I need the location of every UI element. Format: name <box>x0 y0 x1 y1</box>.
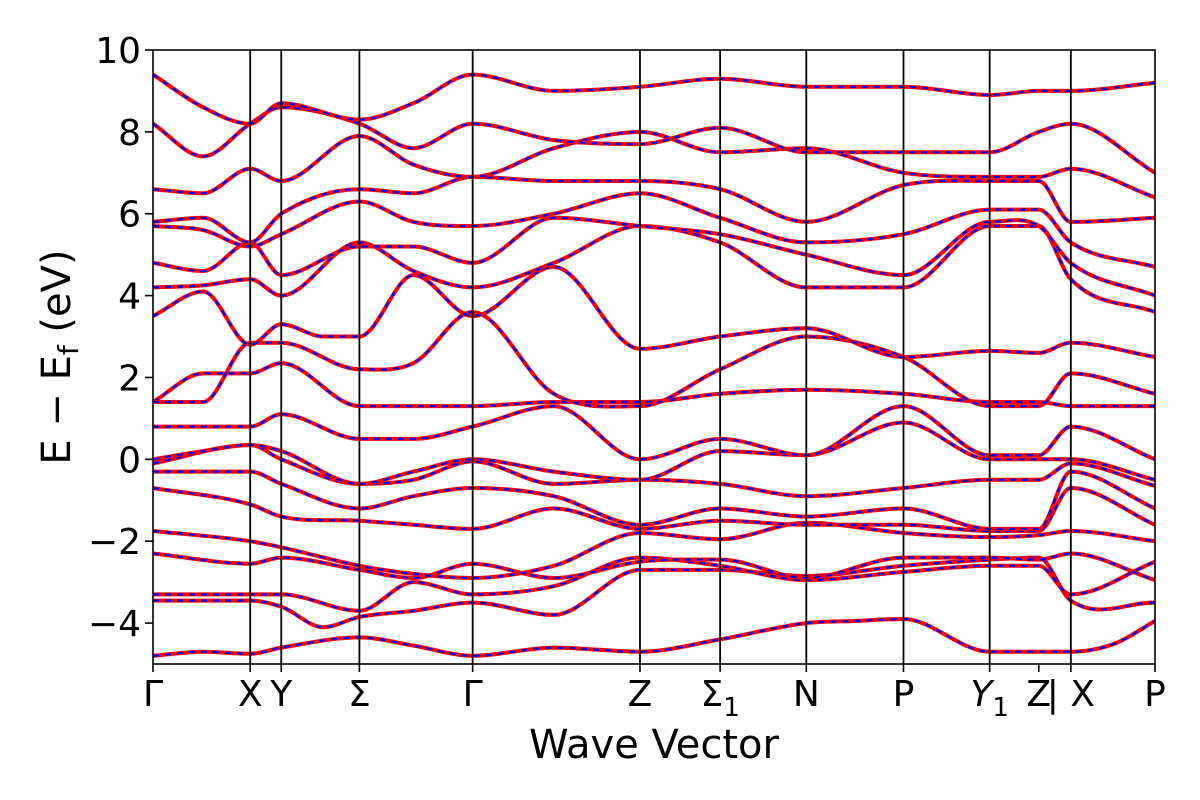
y-tick-label: −4 <box>88 604 141 645</box>
x-tick-label-main: Σ <box>700 674 723 715</box>
x-tick-label: N <box>793 674 820 715</box>
x-tick-label: Z <box>628 674 653 715</box>
x-tick-label-main: Γ <box>143 674 163 715</box>
x-tick-label: P <box>1144 674 1166 715</box>
y-tick-label: 6 <box>118 195 141 236</box>
band-lines <box>153 72 1155 658</box>
y-tick-label: 4 <box>118 277 141 318</box>
band-15-dashed <box>153 216 1155 297</box>
band-2-dashed <box>153 556 1155 629</box>
x-tick-label-subscript: 1 <box>723 693 740 723</box>
band-11-dashed <box>153 361 1155 408</box>
y-axis-title-unit: (eV) <box>34 249 80 345</box>
x-tick-label-main: Σ <box>348 674 371 715</box>
x-tick-label: X <box>238 674 263 715</box>
y-axis-ticks: −4 −2 0 2 4 6 8 10 <box>88 31 153 645</box>
x-tick-label-main: N <box>793 674 820 715</box>
band-14-dashed <box>153 224 1155 314</box>
band-13-dashed <box>153 265 1155 359</box>
x-tick-label: Σ <box>348 674 371 715</box>
plot-frame <box>152 49 1156 665</box>
x-tick-label-main: Y <box>970 674 995 715</box>
y-tick-label: −2 <box>88 522 141 563</box>
band-16-dashed <box>153 192 1155 268</box>
x-tick-label-main: P <box>893 674 915 715</box>
y-axis-title-main: E − E <box>34 355 80 465</box>
y-axis-title-subscript: f <box>52 344 85 355</box>
band-18-dashed <box>153 130 1155 199</box>
y-tick-label: 0 <box>118 440 141 481</box>
band-6-dashed <box>153 486 1155 533</box>
x-tick-label: Γ <box>143 674 163 715</box>
band-12-dashed <box>153 310 1155 408</box>
x-tick-label: Y <box>269 674 293 715</box>
x-tick-label: | X <box>1047 674 1095 715</box>
y-axis-title: E − Ef (eV) <box>34 249 85 464</box>
band-10-solid <box>153 404 1155 462</box>
x-tick-label: Σ1 <box>700 674 739 723</box>
x-tick-label-main: Z <box>628 674 653 715</box>
band-1-dashed <box>153 617 1155 657</box>
x-tick-label-main: X <box>238 674 263 715</box>
y-tick-label: 2 <box>118 358 141 399</box>
x-tick-label: Γ <box>463 674 483 715</box>
x-tick-label-main: P <box>1144 674 1166 715</box>
band-4-dashed <box>153 552 1155 582</box>
x-tick-label: Y1 <box>970 674 1009 723</box>
x-tick-label-main: Z <box>1026 674 1051 715</box>
x-tick-label-subscript: 1 <box>992 693 1009 723</box>
x-tick-label-main: Γ <box>463 674 483 715</box>
x-tick-label: P <box>893 674 915 715</box>
band-5-dashed <box>153 521 1155 580</box>
y-tick-label: 8 <box>118 113 141 154</box>
band-7-dashed <box>153 470 1155 531</box>
x-tick-label: Z <box>1026 674 1051 715</box>
band-9-dashed <box>153 421 1155 486</box>
band-20-dashed <box>153 73 1155 125</box>
band-17-dashed <box>153 175 1155 244</box>
x-tick-label-main: | X <box>1047 674 1095 715</box>
x-tick-label-main: Y <box>269 674 293 715</box>
x-axis-title: Wave Vector <box>529 722 780 768</box>
y-tick-label: 10 <box>95 31 141 72</box>
kpoint-vertical-lines <box>249 50 1072 664</box>
